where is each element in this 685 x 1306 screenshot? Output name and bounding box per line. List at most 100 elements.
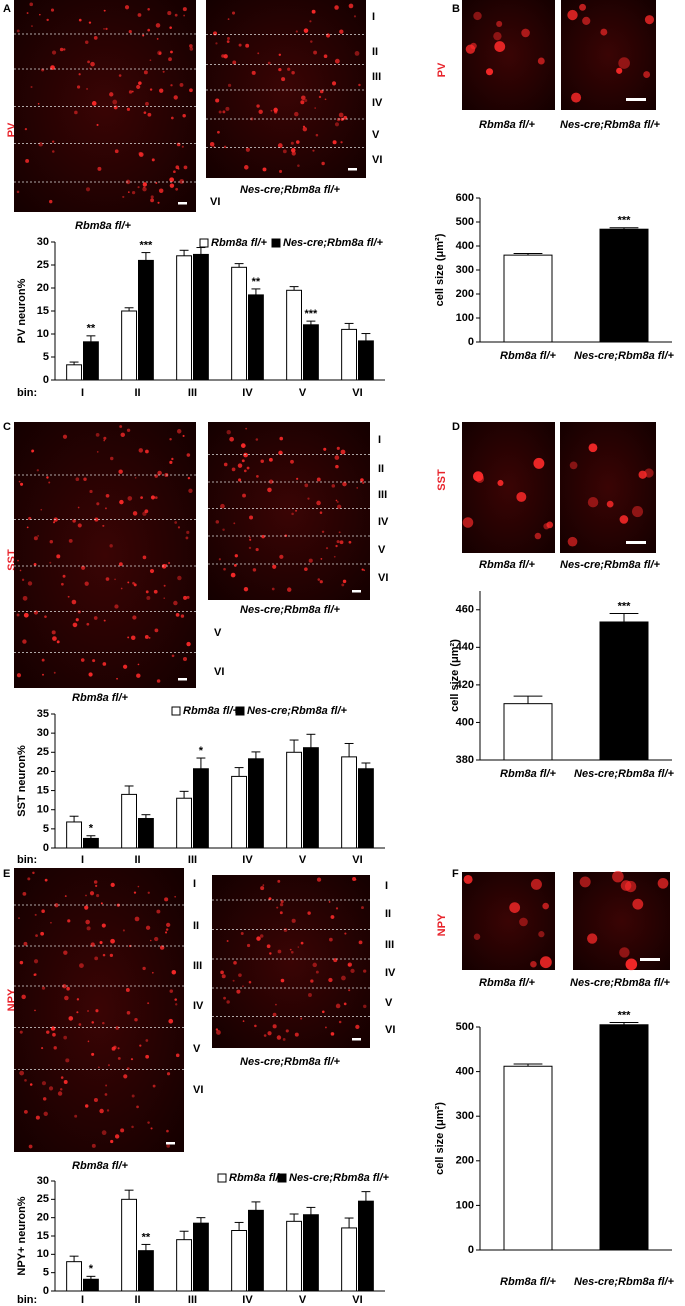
layer-label: I [372, 11, 375, 23]
cell [149, 939, 152, 942]
cell [127, 191, 130, 193]
bar [138, 259, 154, 381]
cell [80, 658, 85, 662]
bar [121, 793, 138, 849]
cell [278, 53, 282, 57]
cell [180, 614, 185, 618]
cell [114, 604, 119, 609]
cell [159, 88, 164, 93]
cell [113, 1045, 117, 1050]
cell [136, 84, 141, 90]
cell [296, 477, 299, 480]
cell [216, 1030, 221, 1035]
cell [169, 460, 173, 464]
cell [156, 909, 161, 914]
micrograph [462, 422, 555, 553]
cell [176, 429, 182, 434]
cell [277, 143, 283, 148]
cell [18, 917, 20, 920]
x-tick-label: III [188, 854, 197, 866]
cell [223, 996, 226, 1000]
cell [51, 140, 55, 143]
cell [91, 1021, 94, 1024]
cell [249, 538, 252, 541]
cell [49, 199, 53, 204]
cell [87, 60, 90, 64]
cell [331, 81, 337, 86]
cell [335, 907, 339, 910]
image-caption: Rbm8a fl/+ [75, 220, 132, 232]
y-tick-label: 5 [43, 823, 49, 835]
y-tick-label: 0 [468, 1244, 474, 1256]
scale-bar [178, 202, 187, 205]
cell [279, 911, 283, 915]
cell [329, 937, 333, 942]
cell [57, 1091, 63, 1096]
cell [587, 496, 599, 508]
cell [234, 554, 238, 558]
cell [243, 469, 247, 473]
cell [348, 989, 351, 992]
cell [94, 956, 99, 961]
cell [147, 8, 150, 11]
cell [310, 979, 314, 983]
cell [309, 20, 312, 23]
cell [119, 499, 124, 505]
cell [300, 100, 305, 105]
y-tick-label: 400 [456, 716, 474, 728]
cell [174, 895, 177, 898]
layer-label: II [193, 920, 199, 932]
y-tick-label: 25 [37, 1193, 49, 1205]
cell [189, 47, 194, 51]
x-prefix: bin: [17, 854, 37, 866]
cell [21, 578, 25, 582]
cell [282, 149, 287, 154]
cell [157, 470, 162, 476]
y-tick-label: 10 [37, 328, 49, 340]
x-prefix: bin: [17, 1294, 37, 1306]
cell [51, 50, 57, 55]
cell [117, 1047, 120, 1050]
significance: * [89, 1263, 94, 1275]
cell [256, 104, 260, 108]
cell [27, 581, 33, 586]
cell [319, 511, 323, 514]
panel-letter: C [3, 421, 11, 433]
cell [95, 1009, 99, 1013]
bar [286, 751, 302, 849]
legend-label: Nes-cre;Rbm8a fl/+ [283, 237, 384, 249]
cell [612, 870, 624, 883]
cell [177, 526, 181, 529]
cell [249, 515, 254, 520]
cell [276, 1035, 282, 1040]
cell [118, 74, 122, 77]
cell [163, 584, 166, 587]
cell [323, 54, 328, 58]
cell [53, 521, 56, 524]
cell [217, 130, 220, 134]
cell [363, 569, 366, 572]
cell [142, 966, 146, 971]
cell [308, 558, 313, 563]
cell [155, 182, 158, 184]
cell [177, 575, 182, 581]
cell [102, 662, 107, 666]
cell [339, 29, 344, 34]
bar [599, 1024, 649, 1251]
cell [258, 109, 263, 114]
cell [110, 882, 115, 887]
cell [300, 1017, 303, 1020]
cell [223, 462, 228, 467]
cell [354, 51, 360, 56]
cell [131, 1094, 135, 1098]
bar [176, 797, 192, 849]
cell [509, 902, 521, 913]
cell [238, 478, 242, 482]
cell [120, 587, 123, 590]
cell [171, 969, 177, 975]
cell [319, 580, 323, 584]
cell [358, 83, 361, 87]
cell [355, 1024, 360, 1030]
cell [332, 140, 337, 145]
cell [167, 11, 172, 16]
